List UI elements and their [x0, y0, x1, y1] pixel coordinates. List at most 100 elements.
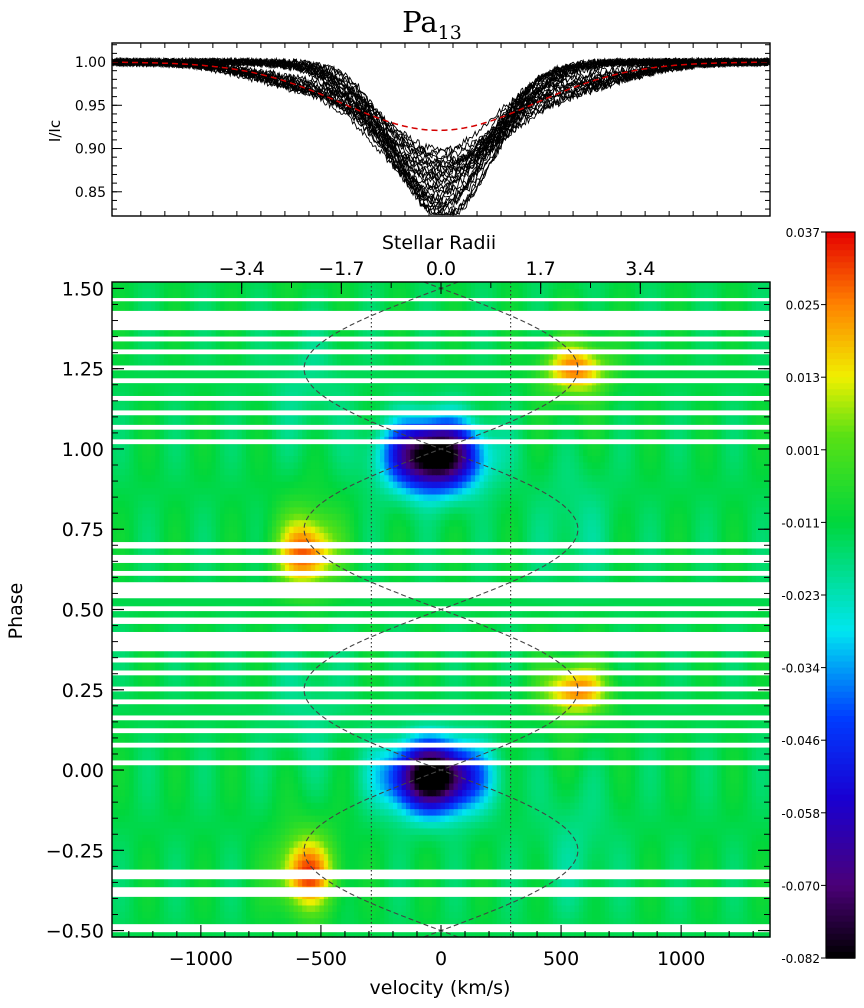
heatmap-cell	[189, 859, 195, 867]
heatmap-cell	[552, 744, 558, 752]
heatmap-cell	[669, 737, 675, 745]
heatmap-cell	[358, 776, 364, 784]
heatmap-cell	[591, 904, 597, 912]
heatmap-cell	[643, 750, 649, 758]
heatmap-cell	[656, 859, 662, 867]
heatmap-cell	[488, 789, 493, 797]
heatmap-cell	[241, 930, 247, 938]
heatmap-cell	[250, 808, 256, 816]
heatmap-cell	[673, 814, 679, 823]
heatmap-cell	[388, 879, 394, 887]
heatmap-cell	[405, 898, 411, 906]
heatmap-cell	[431, 744, 437, 752]
heatmap-cell	[501, 789, 506, 797]
heatmap-cell	[730, 911, 736, 919]
heatmap-cell	[375, 731, 381, 739]
heatmap-cell	[760, 911, 766, 919]
heatmap-cell	[596, 840, 602, 848]
heatmap-cell	[211, 750, 217, 758]
heatmap-cell	[462, 750, 468, 758]
heatmap-cell	[220, 821, 225, 829]
heatmap-cell	[673, 853, 679, 861]
heatmap-cell	[427, 737, 433, 745]
heatmap-cell	[405, 737, 411, 745]
heatmap-cell	[552, 898, 558, 906]
heatmap-cell	[509, 879, 515, 887]
heatmap-cell	[587, 847, 593, 855]
heatmap-cell	[570, 834, 576, 842]
heatmap-cell	[734, 770, 740, 778]
heatmap-cell	[133, 808, 139, 816]
heatmap-cell	[163, 853, 169, 861]
heatmap-cell	[673, 859, 679, 867]
heatmap-cell	[630, 789, 636, 797]
heatmap-cell	[440, 814, 446, 823]
heatmap-cell	[124, 911, 130, 919]
heatmap-cell	[743, 782, 749, 790]
heatmap-cell	[129, 834, 135, 842]
heatmap-cell	[358, 744, 364, 752]
heatmap-cell	[488, 847, 493, 855]
heatmap-cell	[574, 808, 580, 816]
heatmap-cell	[120, 737, 126, 745]
heatmap-cell	[462, 853, 468, 861]
heatmap-cell	[756, 763, 761, 771]
heatmap-cell	[479, 776, 485, 784]
heatmap-cell	[604, 917, 610, 925]
heatmap-cell	[557, 898, 563, 906]
heatmap-cell	[678, 808, 684, 816]
heatmap-cell	[380, 898, 385, 906]
heatmap-cell	[418, 731, 424, 739]
heatmap-cell	[176, 898, 182, 906]
heatmap-cell	[258, 834, 264, 842]
radius-tick-label: 1.7	[526, 258, 556, 280]
heatmap-cell	[202, 744, 208, 752]
heatmap-cell	[760, 904, 766, 912]
heatmap-cell	[289, 917, 295, 925]
heatmap-cell	[155, 847, 161, 855]
heatmap-cell	[146, 808, 152, 816]
heatmap-cell	[725, 821, 731, 829]
heatmap-cell	[358, 859, 364, 867]
heatmap-cell	[626, 737, 632, 745]
heatmap-cell	[172, 737, 178, 745]
heatmap-cell	[699, 789, 705, 797]
heatmap-cell	[211, 840, 217, 848]
heatmap-cell	[747, 834, 753, 842]
heatmap-cell	[578, 750, 584, 758]
heatmap-cell	[315, 814, 321, 823]
heatmap-cell	[686, 763, 692, 771]
heatmap-cell	[717, 917, 723, 925]
heatmap-cell	[380, 808, 385, 816]
heatmap-cell	[561, 847, 567, 855]
heatmap-cell	[155, 731, 161, 739]
heatmap-cell	[284, 782, 290, 790]
heatmap-cell	[501, 898, 506, 906]
heatmap-cell	[725, 827, 731, 835]
heatmap-cell	[673, 737, 679, 745]
heatmap-cell	[224, 763, 230, 771]
heatmap-cell	[535, 827, 541, 835]
spectrum-line	[111, 57, 770, 195]
heatmap-cell	[168, 904, 174, 912]
heatmap-cell	[440, 770, 446, 778]
heatmap-cell	[630, 879, 636, 887]
heatmap-cell	[652, 795, 658, 803]
heatmap-cell	[730, 840, 736, 848]
heatmap-cell	[345, 776, 351, 784]
heatmap-cell	[224, 917, 230, 925]
heatmap-cell	[431, 770, 437, 778]
heatmap-cell	[189, 770, 195, 778]
heatmap-cell	[466, 911, 472, 919]
heatmap-cell	[686, 834, 692, 842]
heatmap-cell	[410, 827, 416, 835]
heatmap-cell	[613, 782, 619, 790]
heatmap-cell	[202, 789, 208, 797]
heatmap-cell	[354, 737, 359, 745]
heatmap-cell	[635, 917, 640, 925]
heatmap-cell	[142, 750, 148, 758]
heatmap-cell	[496, 795, 502, 803]
heatmap-cell	[682, 821, 688, 829]
heatmap-cell	[704, 750, 710, 758]
heatmap-cell	[712, 737, 718, 745]
